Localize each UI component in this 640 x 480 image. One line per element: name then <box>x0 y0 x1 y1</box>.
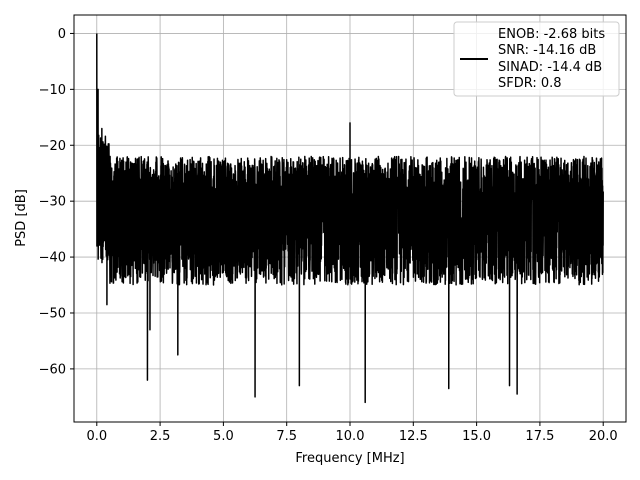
x-tick-label: 15.0 <box>462 429 491 444</box>
legend-sinad: SINAD: -14.4 dB <box>498 60 602 75</box>
x-tick-label: 20.0 <box>589 429 618 444</box>
x-tick-label: 7.5 <box>276 429 297 444</box>
y-axis-ticks: 0 −10 −20 −30 −40 −50 −60 <box>39 27 74 377</box>
y-tick-label: 0 <box>58 27 66 42</box>
y-tick-label: −20 <box>39 139 66 154</box>
y-axis-label: PSD [dB] <box>14 189 29 247</box>
y-tick-label: −30 <box>39 195 66 210</box>
legend-enob: ENOB: -2.68 bits <box>498 27 605 42</box>
x-axis-label: Frequency [MHz] <box>295 451 404 466</box>
x-tick-label: 17.5 <box>525 429 554 444</box>
psd-trace <box>96 33 604 404</box>
legend-sfdr: SFDR: 0.8 <box>498 76 562 91</box>
legend: ENOB: -2.68 bits SNR: -14.16 dB SINAD: -… <box>453 21 620 97</box>
legend-box <box>453 21 620 97</box>
x-tick-label: 2.5 <box>150 429 171 444</box>
y-tick-label: −10 <box>39 83 66 98</box>
psd-series-line <box>96 33 604 404</box>
y-tick-label: −50 <box>39 306 66 321</box>
x-tick-label: 0.0 <box>86 429 107 444</box>
x-tick-label: 5.0 <box>213 429 234 444</box>
x-tick-label: 10.0 <box>336 429 365 444</box>
legend-snr: SNR: -14.16 dB <box>498 43 596 58</box>
x-axis-ticks: 0.0 2.5 5.0 7.5 10.0 12.5 15.0 17.5 20.0 <box>86 422 618 444</box>
x-tick-label: 12.5 <box>399 429 428 444</box>
y-tick-label: −60 <box>39 362 66 377</box>
y-tick-label: −40 <box>39 251 66 266</box>
